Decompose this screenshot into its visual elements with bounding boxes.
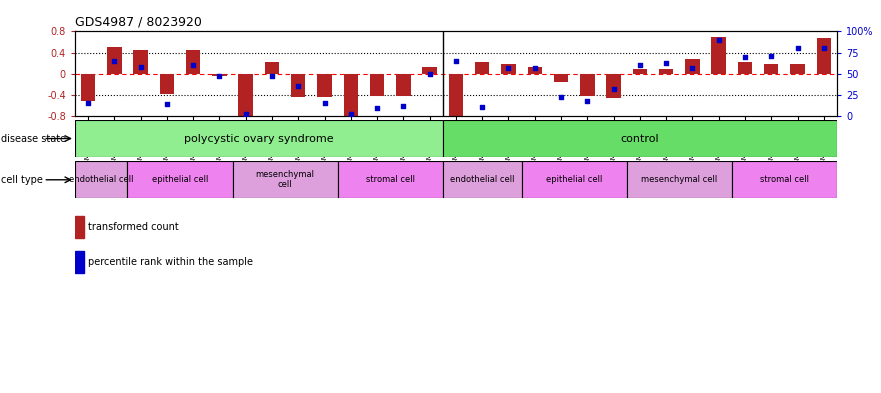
Point [344,111,358,118]
Bar [443,161,522,198]
Text: epithelial cell: epithelial cell [152,175,208,184]
Bar [443,120,837,157]
Text: stromal cell: stromal cell [760,175,809,184]
Bar [212,73,226,76]
Bar [764,64,779,73]
Bar [501,64,515,73]
Bar [107,47,122,73]
Bar [337,161,443,198]
Bar [291,73,306,97]
Text: stromal cell: stromal cell [366,175,415,184]
Point [159,101,174,107]
Text: cell type: cell type [1,175,43,185]
Bar [75,216,85,238]
Bar [133,50,148,73]
Bar [580,73,595,96]
Point [501,64,515,71]
Bar [75,251,85,273]
Text: percentile rank within the sample: percentile rank within the sample [88,257,253,267]
Point [712,37,726,43]
Bar [528,67,542,73]
Bar [522,161,626,198]
Bar [685,59,700,73]
Point [396,103,411,109]
Bar [128,161,233,198]
Point [239,111,253,118]
Bar [81,73,95,101]
Point [790,45,804,51]
Bar [233,161,337,198]
Bar [659,70,673,73]
Point [265,73,279,79]
Bar [422,67,437,73]
Bar [790,64,804,73]
Bar [75,120,443,157]
Point [81,100,95,107]
Text: endothelial cell: endothelial cell [69,175,133,184]
Bar [817,38,831,73]
Bar [186,50,200,73]
Bar [554,73,568,82]
Bar [626,161,732,198]
Bar [317,73,332,97]
Point [423,70,437,77]
Bar [737,62,752,73]
Bar [633,70,647,73]
Point [554,94,568,101]
Text: GDS4987 / 8023920: GDS4987 / 8023920 [75,16,202,29]
Point [606,86,620,92]
Bar [732,161,837,198]
Bar [159,73,174,94]
Bar [344,73,358,118]
Bar [396,73,411,96]
Bar [370,73,384,96]
Bar [475,62,490,73]
Text: mesenchymal cell: mesenchymal cell [641,175,717,184]
Bar [265,62,279,73]
Text: endothelial cell: endothelial cell [450,175,515,184]
Point [370,105,384,112]
Point [581,97,595,104]
Point [448,58,463,64]
Point [764,53,778,59]
Bar [239,73,253,116]
Point [528,64,542,71]
Point [292,83,306,89]
Bar [712,37,726,73]
Text: disease state: disease state [1,134,66,143]
Point [633,62,647,68]
Point [317,100,331,107]
Point [685,64,700,71]
Point [738,53,752,60]
Point [107,58,122,64]
Point [475,104,489,110]
Bar [75,161,128,198]
Bar [606,73,621,98]
Point [817,45,831,51]
Text: polycystic ovary syndrome: polycystic ovary syndrome [184,134,334,143]
Point [186,62,200,68]
Bar [448,73,463,117]
Point [659,60,673,66]
Point [212,73,226,79]
Text: mesenchymal
cell: mesenchymal cell [255,170,315,189]
Text: transformed count: transformed count [88,222,179,232]
Text: epithelial cell: epithelial cell [546,175,603,184]
Point [134,64,148,70]
Text: control: control [620,134,659,143]
